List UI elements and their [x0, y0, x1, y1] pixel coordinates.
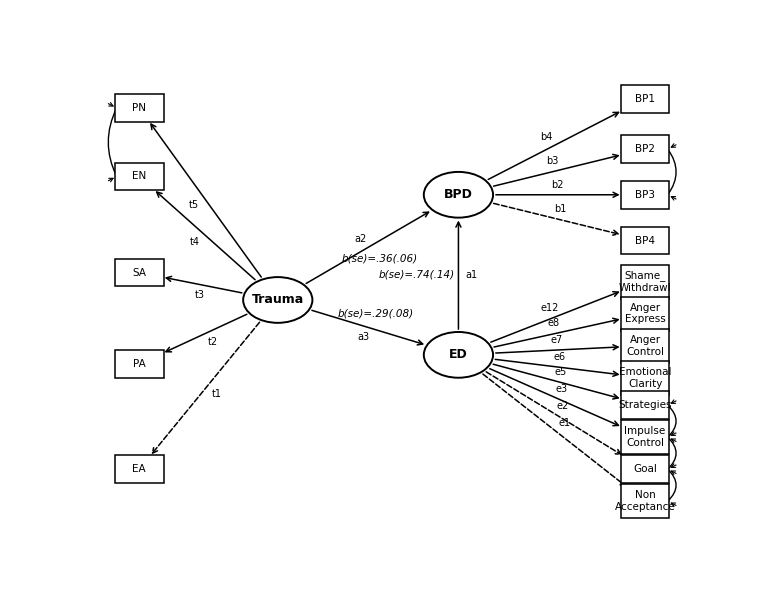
Text: a1: a1 [465, 270, 478, 280]
Text: BPD: BPD [444, 188, 473, 201]
FancyBboxPatch shape [621, 265, 670, 299]
Text: PN: PN [132, 103, 146, 113]
Text: e2: e2 [556, 401, 569, 410]
FancyBboxPatch shape [115, 163, 164, 191]
FancyBboxPatch shape [621, 226, 670, 254]
Text: Impulse
Control: Impulse Control [625, 426, 666, 448]
Text: a2: a2 [354, 235, 366, 244]
FancyBboxPatch shape [621, 455, 670, 483]
FancyBboxPatch shape [115, 350, 164, 378]
Text: Anger
Express: Anger Express [625, 303, 665, 324]
Text: b2: b2 [552, 180, 564, 189]
FancyBboxPatch shape [621, 421, 670, 454]
Text: t1: t1 [211, 388, 221, 399]
Text: e8: e8 [547, 318, 559, 328]
FancyBboxPatch shape [621, 391, 670, 419]
Ellipse shape [423, 172, 493, 217]
Text: t2: t2 [207, 337, 218, 347]
Text: Anger
Control: Anger Control [626, 335, 664, 356]
Text: Goal: Goal [633, 464, 657, 474]
FancyBboxPatch shape [621, 85, 670, 113]
FancyBboxPatch shape [621, 181, 670, 208]
Text: EA: EA [132, 464, 146, 474]
Text: BP3: BP3 [635, 189, 655, 200]
FancyBboxPatch shape [115, 258, 164, 286]
Text: b3: b3 [546, 156, 559, 166]
Text: e6: e6 [553, 352, 566, 362]
Text: e5: e5 [555, 367, 567, 377]
Text: t4: t4 [190, 237, 200, 247]
Text: e12: e12 [540, 303, 559, 313]
FancyBboxPatch shape [621, 484, 670, 518]
Text: BP4: BP4 [635, 235, 655, 245]
Text: b(se)=.29(.08): b(se)=.29(.08) [337, 309, 413, 319]
Text: Emotional
Clarity: Emotional Clarity [618, 367, 671, 388]
FancyBboxPatch shape [115, 94, 164, 122]
Text: a3: a3 [357, 332, 369, 342]
Text: SA: SA [132, 267, 146, 277]
Ellipse shape [423, 332, 493, 378]
Text: t5: t5 [189, 200, 199, 210]
Text: Shame_
Withdrawl: Shame_ Withdrawl [618, 270, 671, 293]
Text: BP1: BP1 [635, 94, 655, 104]
Text: ED: ED [449, 348, 468, 361]
Text: e3: e3 [556, 384, 567, 394]
FancyBboxPatch shape [621, 135, 670, 163]
Text: Trauma: Trauma [252, 293, 304, 307]
FancyBboxPatch shape [621, 361, 670, 394]
Text: Non
Acceptance: Non Acceptance [615, 491, 675, 512]
Text: b1: b1 [555, 204, 567, 214]
Text: PA: PA [133, 359, 145, 369]
Text: b(se)=.74(.14): b(se)=.74(.14) [378, 270, 455, 280]
FancyBboxPatch shape [621, 329, 670, 362]
Ellipse shape [243, 277, 312, 323]
Text: b(se)=.36(.06): b(se)=.36(.06) [342, 254, 418, 264]
Text: BP2: BP2 [635, 144, 655, 154]
Text: b4: b4 [541, 132, 553, 142]
FancyBboxPatch shape [621, 297, 670, 331]
Text: e1: e1 [559, 419, 570, 428]
FancyBboxPatch shape [115, 455, 164, 483]
Text: EN: EN [132, 172, 146, 182]
Text: t3: t3 [195, 290, 205, 300]
Text: e7: e7 [551, 335, 563, 345]
Text: Strategies: Strategies [618, 400, 672, 410]
